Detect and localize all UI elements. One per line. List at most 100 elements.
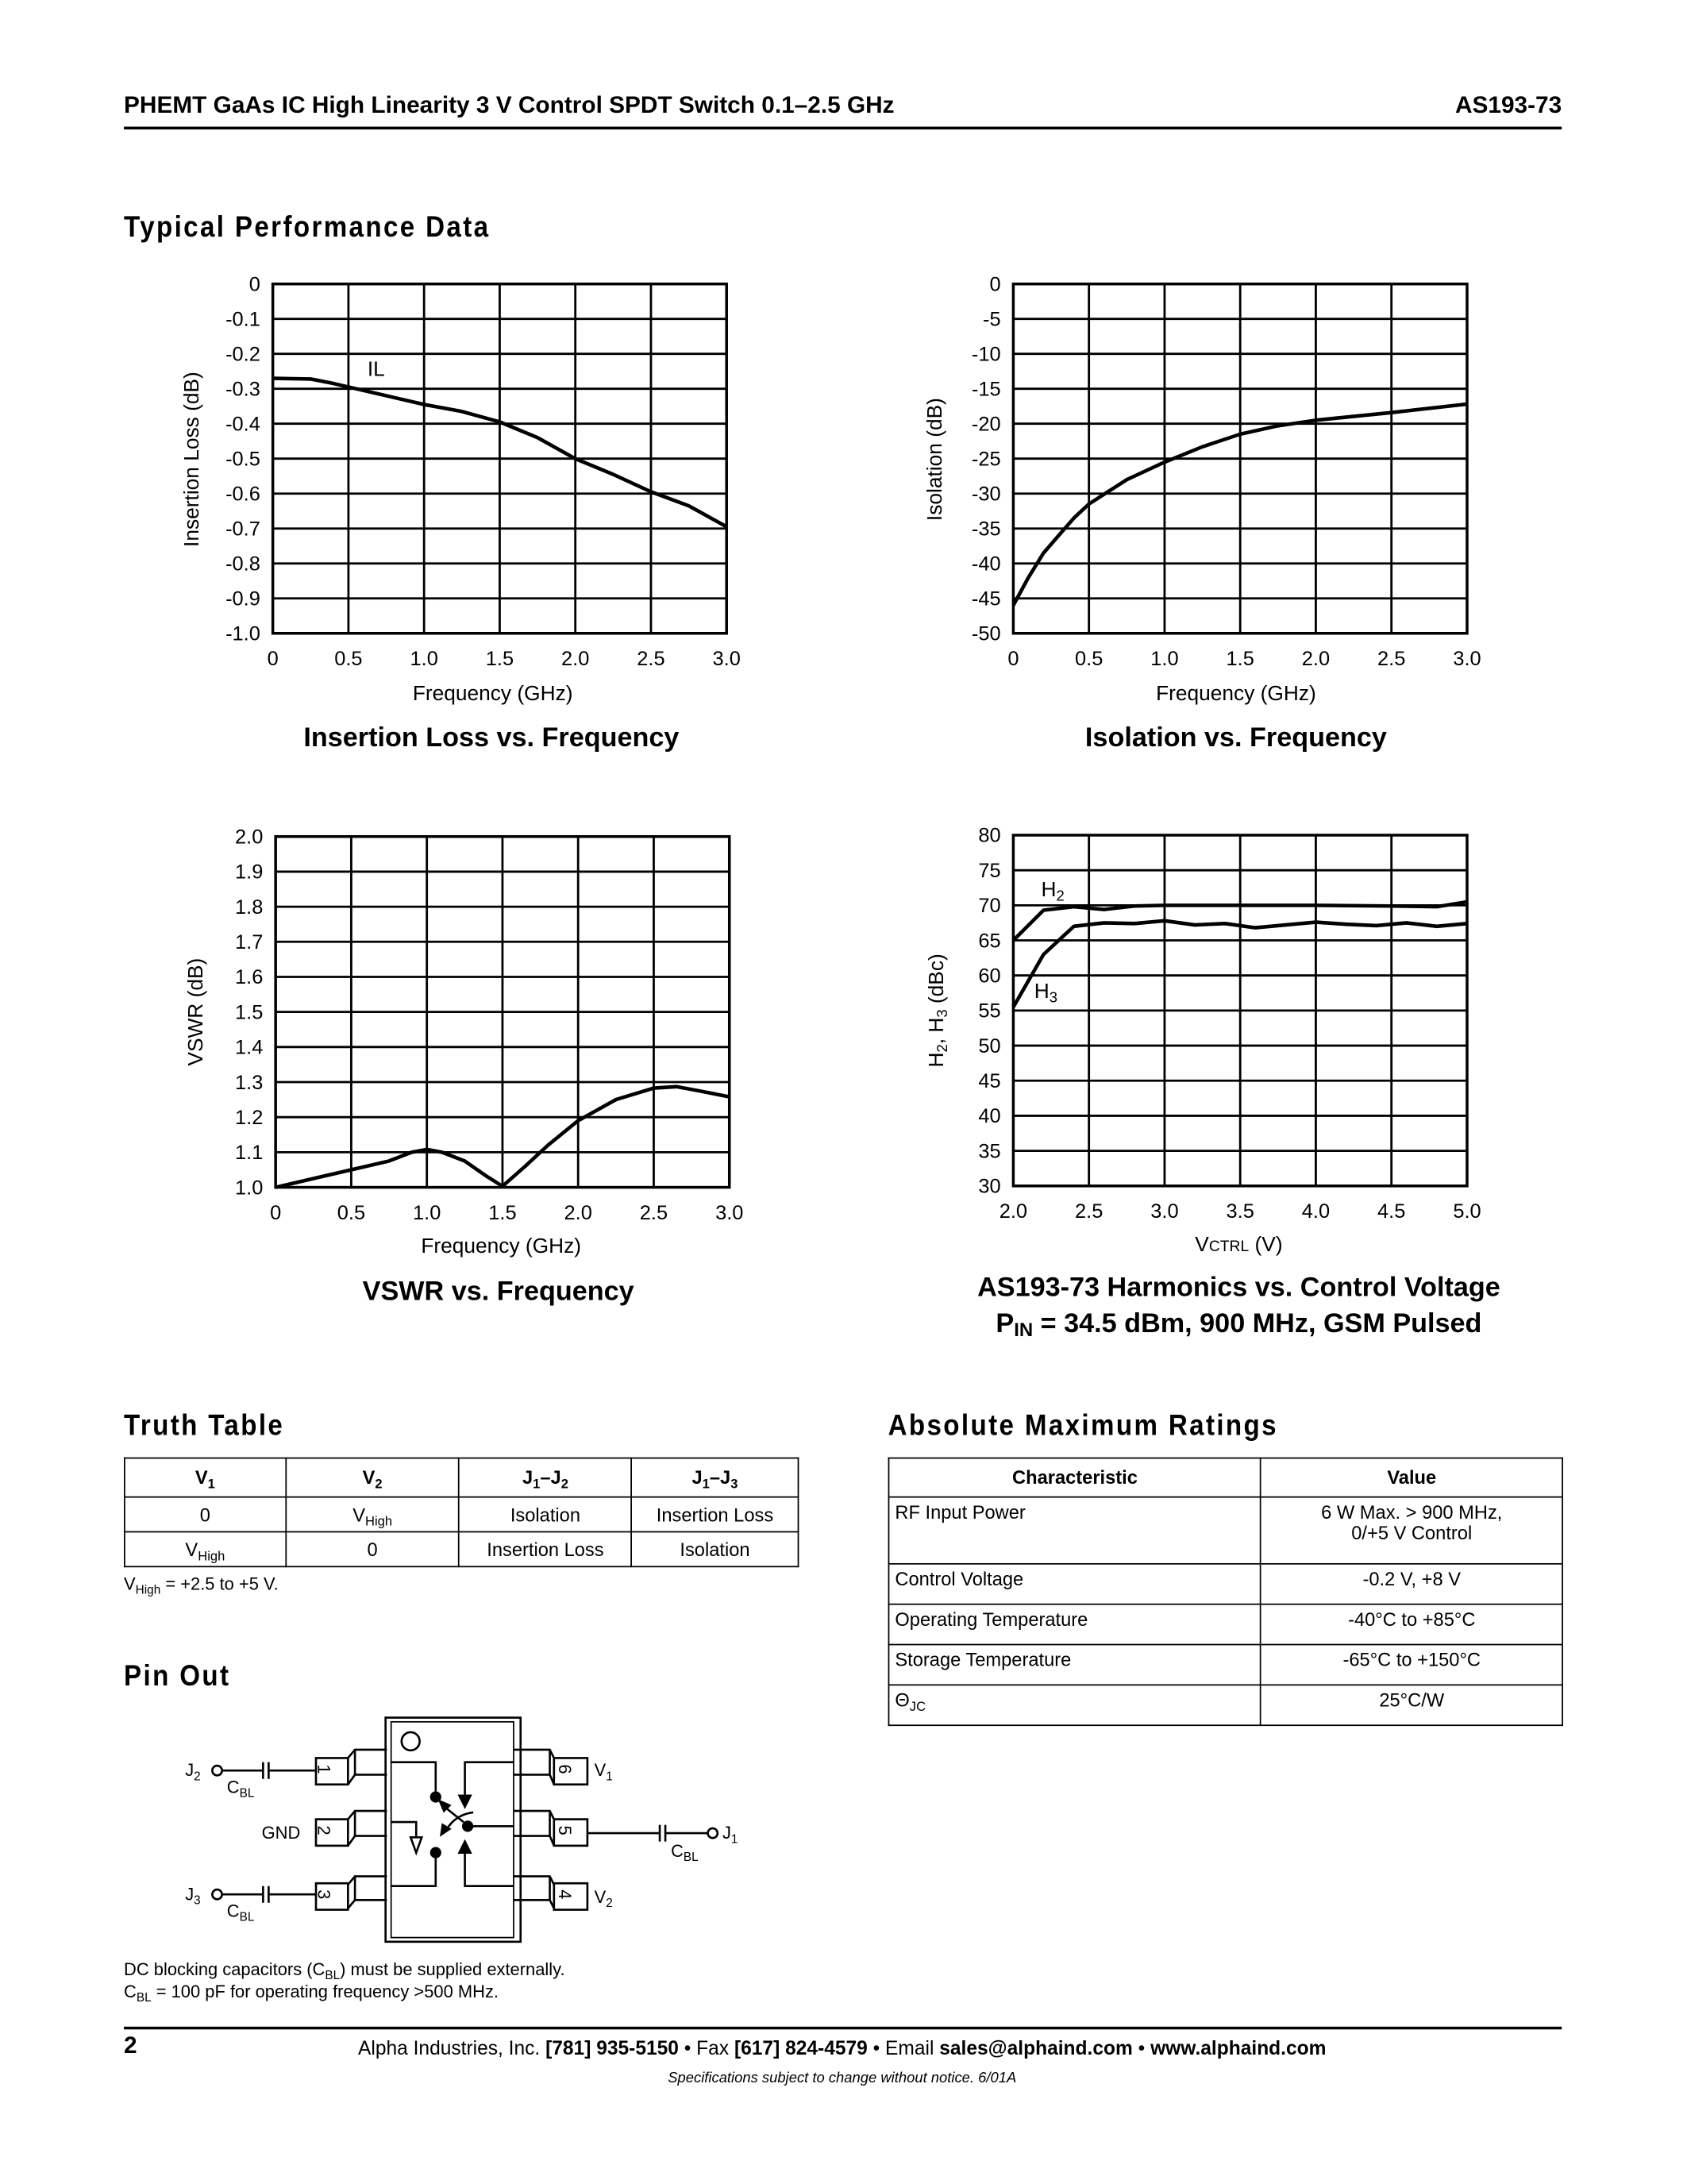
- chart2-xtick-label: 1.0: [1150, 648, 1178, 670]
- chart1-ytick-label: -0.1: [225, 308, 260, 330]
- chart3-ytick-label: 1.8: [235, 896, 263, 919]
- label-v2: V2: [594, 1887, 613, 1910]
- chart2-ytick-label: -5: [983, 308, 1001, 330]
- pin1-marker-icon: [400, 1731, 421, 1752]
- table-row: Control Voltage -0.2 V, +8 V: [888, 1562, 1563, 1605]
- chart4-ytick-label: 60: [978, 965, 1000, 987]
- label-cbl-j3: CBL: [226, 1901, 255, 1924]
- chart1-series-line-1: [272, 376, 728, 529]
- external-wiring: [211, 1762, 719, 1903]
- chart2-ytick-label: -25: [972, 448, 1001, 470]
- chart1-il-label: IL: [367, 357, 385, 382]
- pin-label-4: 4: [554, 1889, 575, 1900]
- chart2-plot-frame: [1011, 282, 1469, 635]
- table-row: RF Input Power 6 W Max. > 900 MHz, 0/+5 V …: [888, 1496, 1563, 1565]
- package-inner-outline: [390, 1720, 514, 1939]
- chart3-ytick-label: 1.5: [235, 1001, 263, 1023]
- chart1-ytick-label: -0.5: [225, 448, 260, 470]
- chart2-ytick-label: 0: [989, 273, 1000, 295]
- pin-6: [553, 1757, 589, 1786]
- chart3-ytick-label: 2.0: [235, 826, 263, 848]
- chart2-ytick-label: -20: [972, 413, 1001, 435]
- page-number: 2: [124, 2032, 137, 2059]
- chart4-xtick-label: 3.0: [1150, 1200, 1178, 1223]
- chart1-xtick-label: 0.5: [334, 648, 362, 670]
- chart1-xtick-label: 1.5: [486, 648, 514, 670]
- chart4-ytick-label: 40: [978, 1105, 1000, 1127]
- chart2-ytick-label: -30: [972, 483, 1001, 505]
- chart3-xtick-label: 1.0: [413, 1202, 441, 1224]
- chart1-xtick-label: 2.0: [561, 648, 589, 670]
- chart1-xtick-label: 2.5: [637, 648, 664, 670]
- chart1-xtick-label: 1.0: [410, 648, 438, 670]
- chart1-ytick-label: -0.7: [225, 518, 260, 540]
- chart4-ytick-label: 45: [978, 1070, 1000, 1092]
- pin-2: [314, 1818, 349, 1847]
- chart3-xtick-label: 1.5: [488, 1202, 516, 1224]
- chart3-ytick-label: 1.6: [235, 966, 263, 988]
- chart3-ytick-label: 1.2: [235, 1107, 263, 1129]
- section-pin-out: Pin Out: [124, 1660, 231, 1693]
- chart2-ytick-label: -35: [972, 518, 1001, 540]
- chart4-ytick-label: 80: [978, 825, 1000, 847]
- truth-table-header: V1 V2 J1–J2 J1–J3: [124, 1457, 799, 1498]
- chart4-xtick-label: 5.0: [1453, 1200, 1481, 1223]
- email-link[interactable]: sales@alphaind.com: [939, 2036, 1133, 2059]
- chart1-ytick-label: -0.4: [225, 413, 260, 435]
- pin-1: [314, 1757, 349, 1786]
- chart1-ytick-label: 0: [249, 273, 260, 295]
- chart4-ytick-label: 30: [978, 1176, 1000, 1198]
- section-abs-max: Absolute Maximum Ratings: [888, 1410, 1278, 1443]
- pin-4: [553, 1882, 589, 1911]
- chart2-xtick-label: 1.5: [1227, 648, 1254, 670]
- chart4-xtick-label: 4.5: [1377, 1200, 1405, 1223]
- website-link[interactable]: www.alphaind.com: [1150, 2036, 1327, 2059]
- chart3-ytick-label: 1.0: [235, 1177, 263, 1199]
- table-row: 0 VHigh Isolation Insertion Loss: [124, 1496, 799, 1533]
- chart4-series-line-1: [1011, 899, 1468, 942]
- pin-3: [314, 1882, 349, 1911]
- pin-label-6: 6: [554, 1764, 575, 1774]
- chart4-h3-label: H3: [1034, 980, 1057, 1007]
- left-leads: [314, 1748, 387, 1911]
- section-truth-table: Truth Table: [124, 1410, 285, 1443]
- chart4-ytick-label: 75: [978, 860, 1000, 882]
- label-cbl-j2: CBL: [226, 1777, 255, 1801]
- pin-label-1: 1: [314, 1764, 333, 1774]
- chart4-plot-frame: [1011, 834, 1469, 1188]
- pin-label-3: 3: [314, 1889, 333, 1900]
- chart4-xlabel: VCTRL (V): [1195, 1233, 1283, 1258]
- chart2-xtick-label: 3.0: [1453, 648, 1481, 670]
- chart3-xlabel: Frequency (GHz): [421, 1235, 582, 1258]
- table-row: VHigh 0 Insertion Loss Isolation: [124, 1531, 799, 1568]
- chart4-xtick-label: 3.5: [1227, 1200, 1254, 1223]
- chart4-ytick-label: 70: [978, 895, 1000, 917]
- footer-disclaimer: Specifications subject to change without…: [668, 2070, 1017, 2087]
- abs-max-table: Characteristic Value RF Input Power 6 W Ma…: [888, 1457, 1563, 1727]
- chart1-ytick-label: -1.0: [225, 623, 260, 645]
- chart1-plot-frame: [271, 282, 728, 635]
- chart1-xlabel: Frequency (GHz): [412, 682, 573, 706]
- chart3-xtick-label: 3.0: [715, 1202, 743, 1224]
- label-gnd: GND: [261, 1823, 301, 1843]
- chart4-ytick-label: 35: [978, 1140, 1000, 1162]
- chart4-ytick-label: 50: [978, 1035, 1000, 1057]
- chart3-ytick-label: 1.1: [235, 1142, 263, 1164]
- chart1-ytick-label: -0.8: [225, 553, 260, 576]
- chart1-ytick-label: -0.2: [225, 343, 260, 365]
- chart3-ytick-label: 1.9: [235, 861, 263, 884]
- pinout-note-2: CBL = 100 pF for operating frequency >50…: [124, 1982, 499, 2005]
- chart1-xtick-label: 0: [268, 648, 279, 670]
- internal-switch: [391, 1761, 514, 1888]
- label-cbl-j1: CBL: [671, 1841, 699, 1864]
- chart2-title: Isolation vs. Frequency: [1084, 722, 1387, 753]
- chart4-title: AS193-73 Harmonics vs. Control Voltage: [977, 1272, 1500, 1304]
- truth-table-note: VHigh = +2.5 to +5 V.: [124, 1573, 279, 1597]
- chart4-xtick-label: 4.0: [1302, 1200, 1330, 1223]
- chart2-ytick-label: -15: [972, 378, 1001, 400]
- chart2-series-line-1: [1011, 402, 1468, 607]
- chart2-ytick-label: -50: [972, 623, 1001, 645]
- chart1-ytick-label: -0.9: [225, 588, 260, 611]
- pin-label-5: 5: [554, 1825, 575, 1835]
